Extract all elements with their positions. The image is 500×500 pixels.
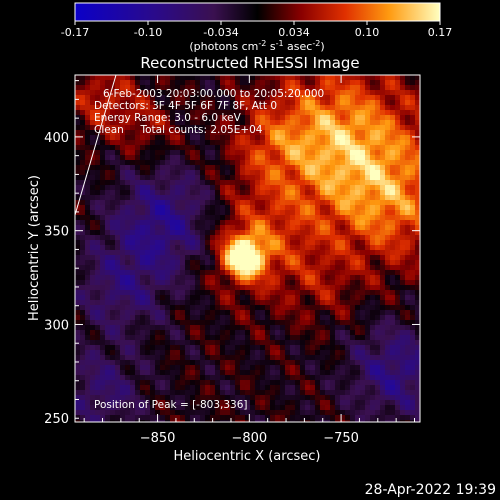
y-tick-label: 250 [44, 412, 69, 427]
x-axis-label: Heliocentric X (arcsec) [174, 449, 321, 464]
annotation-clean: Clean Total counts: 2.05E+04 [94, 124, 263, 136]
colorbar-unit: (photons cm-2 s-1 asec-2) [189, 39, 324, 53]
observation-annotations: 6-Feb-2003 20:03:00.000 to 20:05:20.000 … [94, 88, 324, 136]
colorbar [74, 2, 441, 22]
solar-limb-line [74, 74, 117, 216]
y-axis-label: Heliocentric Y (arcsec) [27, 175, 42, 321]
axis-ticks: −850 −800 −750 300 350 400 250 [44, 75, 420, 446]
colorbar-tick-label: 0.10 [355, 26, 380, 39]
colorbar-tick-label: -0.17 [61, 26, 89, 39]
chart-title: Reconstructed RHESSI Image [140, 54, 359, 72]
colorbar-tick-label: 0.17 [428, 26, 453, 39]
colorbar-tick-label: -0.10 [134, 26, 162, 39]
colorbar-ticks: -0.17 -0.10 -0.034 0.034 0.10 0.17 [61, 21, 452, 39]
plot-frame [74, 74, 421, 423]
y-tick-label: 400 [44, 131, 69, 146]
x-tick-label: −750 [323, 431, 359, 446]
annotation-detectors: Detectors: 3F 4F 5F 6F 7F 8F, Att 0 [94, 100, 277, 112]
y-tick-label: 300 [44, 318, 69, 333]
y-tick-label: 350 [44, 225, 69, 240]
timestamp: 28-Apr-2022 19:39 [365, 482, 496, 498]
annotation-energy: Energy Range: 3.0 - 6.0 keV [94, 112, 242, 124]
peak-position-label: Position of Peak = [-803,336] [94, 399, 248, 411]
annotation-time: 6-Feb-2003 20:03:00.000 to 20:05:20.000 [103, 88, 324, 100]
x-tick-label: −800 [231, 431, 267, 446]
colorbar-tick-label: -0.034 [203, 26, 238, 39]
colorbar-tick-label: 0.034 [278, 26, 310, 39]
x-tick-label: −850 [140, 431, 176, 446]
heatmap-image [75, 75, 420, 422]
